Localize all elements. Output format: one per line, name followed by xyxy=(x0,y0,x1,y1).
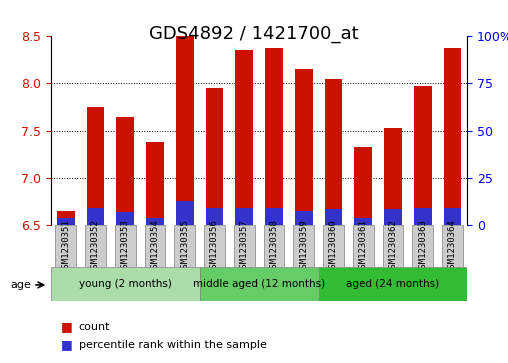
Bar xyxy=(414,86,432,225)
Bar xyxy=(57,217,75,225)
Bar xyxy=(384,209,402,225)
FancyBboxPatch shape xyxy=(323,225,344,267)
FancyBboxPatch shape xyxy=(200,267,319,301)
Bar xyxy=(265,48,283,225)
Bar xyxy=(146,142,164,225)
FancyBboxPatch shape xyxy=(115,225,136,267)
Bar xyxy=(265,208,283,225)
Bar xyxy=(57,211,75,225)
Text: young (2 months): young (2 months) xyxy=(79,279,172,289)
Text: GDS4892 / 1421700_at: GDS4892 / 1421700_at xyxy=(149,25,359,44)
FancyBboxPatch shape xyxy=(145,225,165,267)
Text: GSM1230357: GSM1230357 xyxy=(240,219,249,273)
Bar xyxy=(86,107,104,225)
Text: GSM1230362: GSM1230362 xyxy=(389,219,397,273)
Text: GSM1230360: GSM1230360 xyxy=(329,219,338,273)
Bar xyxy=(176,36,194,225)
Text: GSM1230358: GSM1230358 xyxy=(269,219,278,273)
Text: GSM1230355: GSM1230355 xyxy=(180,219,189,273)
FancyBboxPatch shape xyxy=(293,225,314,267)
Bar xyxy=(235,208,253,225)
FancyBboxPatch shape xyxy=(353,225,373,267)
Text: GSM1230363: GSM1230363 xyxy=(418,219,427,273)
FancyBboxPatch shape xyxy=(383,225,403,267)
Text: ■: ■ xyxy=(61,320,73,333)
FancyBboxPatch shape xyxy=(264,225,284,267)
FancyBboxPatch shape xyxy=(319,267,467,301)
FancyBboxPatch shape xyxy=(55,225,76,267)
Text: GSM1230361: GSM1230361 xyxy=(359,219,368,273)
Bar xyxy=(325,209,342,225)
Bar xyxy=(206,88,224,225)
Bar xyxy=(354,147,372,225)
Bar xyxy=(325,79,342,225)
Bar xyxy=(86,208,104,225)
Text: GSM1230351: GSM1230351 xyxy=(61,219,70,273)
Text: count: count xyxy=(79,322,110,332)
Text: ■: ■ xyxy=(61,338,73,351)
Text: GSM1230354: GSM1230354 xyxy=(150,219,160,273)
Bar xyxy=(295,211,312,225)
Text: GSM1230353: GSM1230353 xyxy=(121,219,130,273)
FancyBboxPatch shape xyxy=(234,225,255,267)
Bar xyxy=(354,217,372,225)
Bar xyxy=(176,201,194,225)
Bar xyxy=(295,69,312,225)
FancyBboxPatch shape xyxy=(85,225,106,267)
Bar xyxy=(443,208,461,225)
FancyBboxPatch shape xyxy=(204,225,225,267)
Bar xyxy=(116,117,134,225)
Text: GSM1230359: GSM1230359 xyxy=(299,219,308,273)
Text: aged (24 months): aged (24 months) xyxy=(346,279,439,289)
FancyBboxPatch shape xyxy=(412,225,433,267)
Text: age: age xyxy=(10,280,31,290)
Text: middle aged (12 months): middle aged (12 months) xyxy=(193,279,325,289)
Bar xyxy=(443,48,461,225)
Bar xyxy=(235,50,253,225)
Text: percentile rank within the sample: percentile rank within the sample xyxy=(79,340,267,350)
Text: GSM1230364: GSM1230364 xyxy=(448,219,457,273)
Bar xyxy=(146,217,164,225)
FancyBboxPatch shape xyxy=(174,225,195,267)
Text: GSM1230352: GSM1230352 xyxy=(91,219,100,273)
Bar xyxy=(384,128,402,225)
Bar xyxy=(116,212,134,225)
Bar xyxy=(414,208,432,225)
FancyBboxPatch shape xyxy=(442,225,463,267)
Bar xyxy=(206,208,224,225)
FancyBboxPatch shape xyxy=(51,267,200,301)
Text: GSM1230356: GSM1230356 xyxy=(210,219,219,273)
